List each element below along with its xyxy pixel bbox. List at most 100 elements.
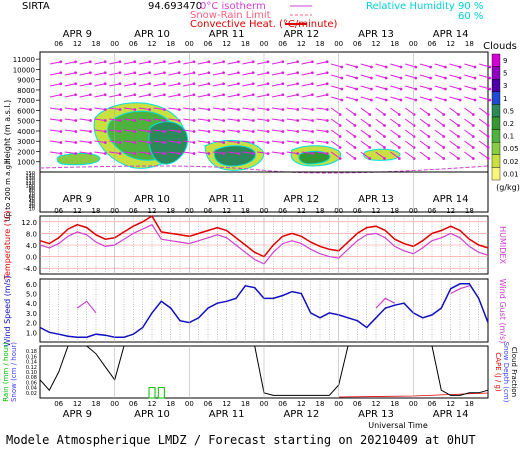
wind-arrow: [449, 151, 459, 159]
clouds-legend-swatch: [491, 141, 501, 155]
wind-arrow-head: [207, 71, 211, 75]
wind-arrow-head: [486, 135, 490, 138]
wind-arrow: [434, 74, 446, 79]
wind-arrow: [64, 107, 76, 111]
wind-arrow: [345, 107, 356, 115]
wind-arrow-head: [384, 65, 388, 69]
wind-arrow-head: [103, 130, 107, 133]
humidity-value-2: 60 %: [458, 11, 483, 22]
wind-arrow: [271, 118, 283, 122]
wind-arrow: [212, 151, 224, 155]
wind-arrow: [419, 85, 431, 90]
wind-arrow: [123, 129, 135, 133]
wind-arrow-head: [429, 65, 432, 69]
wind-arrow-head: [251, 60, 255, 64]
wind-arrow: [257, 107, 269, 111]
wind-arrow-head: [414, 87, 418, 91]
wind-arrow-head: [340, 98, 344, 102]
lower-height-tick-label: 70: [29, 191, 35, 197]
wind-arrow-head: [59, 152, 63, 155]
top-hour-tick: 06: [54, 40, 63, 48]
wind-arrow: [197, 129, 209, 133]
wind-arrow: [464, 96, 476, 101]
wind-arrow: [316, 140, 328, 144]
wind-arrow-head: [177, 130, 181, 133]
wind-arrow: [479, 85, 490, 90]
bottom-hour-tick: 06: [204, 400, 213, 408]
top-hour-tick: 00: [334, 40, 343, 48]
wind-arrow: [405, 85, 416, 90]
wind-arrow-head: [471, 146, 475, 149]
wind-arrow-head: [353, 135, 357, 138]
wind-arrow-head: [296, 141, 300, 144]
wind-arrow-head: [177, 82, 181, 86]
wind-arrow: [345, 151, 356, 159]
wind-arrow-head: [414, 76, 418, 80]
middle-hour-tick: 18: [316, 207, 325, 215]
cloud-region: [298, 150, 331, 165]
wind-arrow-head: [177, 141, 181, 144]
wind-arrow-head: [88, 82, 92, 86]
bottom-day-label: APR 10: [134, 409, 170, 420]
wind-arrow: [360, 74, 372, 79]
wind-arrow-head: [397, 113, 401, 116]
wind-arrow: [271, 61, 283, 65]
wind-arrow: [286, 118, 298, 122]
wind-arrow: [271, 129, 283, 133]
wind-arrow-head: [458, 76, 462, 80]
wind-arrow-head: [133, 82, 137, 86]
wind-arrow-head: [471, 135, 475, 138]
wind-arrow-head: [397, 157, 401, 160]
top-hour-tick: 12: [73, 40, 82, 48]
wind-arrow: [153, 140, 165, 144]
wind-arrow: [183, 94, 195, 98]
wind-arrow: [419, 140, 430, 148]
wind-arrow-head: [369, 98, 373, 102]
wind-arrow-head: [88, 60, 92, 64]
wind-arrow-head: [74, 71, 77, 75]
wind-arrow-head: [222, 141, 226, 144]
wind-arrow-head: [443, 98, 447, 102]
wind-arrow: [360, 129, 370, 137]
lower-height-tick-label: 90: [29, 186, 35, 192]
wind-arrow: [271, 140, 283, 144]
wind-arrow: [168, 140, 180, 144]
wind-arrow-head: [311, 130, 314, 133]
wind-arrow-head: [103, 119, 107, 122]
lower-height-tick-label: 50: [29, 196, 35, 202]
wind-arrow-head: [458, 87, 462, 91]
wind-arrow-head: [162, 71, 166, 75]
wind-arrow: [79, 61, 91, 65]
wind-arrow-head: [148, 108, 152, 111]
wind-arrow-head: [340, 65, 344, 69]
wind-arrow: [242, 107, 254, 111]
wind-arrow: [197, 140, 209, 144]
wind-arrow: [390, 74, 402, 79]
wind-arrow: [153, 94, 165, 98]
wind-arrow-head: [471, 157, 475, 160]
wind-arrow-head: [353, 146, 357, 149]
wind-arrow-head: [89, 119, 92, 122]
wind-arrow: [197, 83, 209, 87]
wind-arrow: [434, 107, 444, 115]
middle-hour-tick: 12: [222, 207, 231, 215]
wind-arrow-head: [237, 130, 240, 133]
clouds-legend-level: 0.5: [503, 107, 514, 115]
wind-arrow: [123, 118, 135, 122]
wind-arrow: [449, 129, 459, 137]
wind-arrow: [212, 94, 224, 98]
wind-arrow: [257, 61, 269, 65]
clouds-legend-level: 0.05: [503, 145, 519, 153]
wind-arrow: [375, 140, 385, 148]
height-tick-label: 9000: [17, 77, 35, 85]
top-day-label: APR 10: [134, 29, 170, 40]
wind-gust-axis-label: Wind Gust (m/s): [498, 279, 507, 344]
wind-arrow: [286, 140, 298, 144]
precipitation-y-axis: 0.020.040.060.080.100.120.140.160.18: [26, 349, 37, 397]
wind-arrow: [227, 83, 239, 87]
wind-arrow-head: [457, 157, 460, 160]
wind-arrow-head: [163, 152, 166, 155]
wind-arrow-head: [383, 113, 386, 116]
wind-arrow: [375, 118, 385, 126]
wind-arrow-head: [457, 124, 460, 127]
